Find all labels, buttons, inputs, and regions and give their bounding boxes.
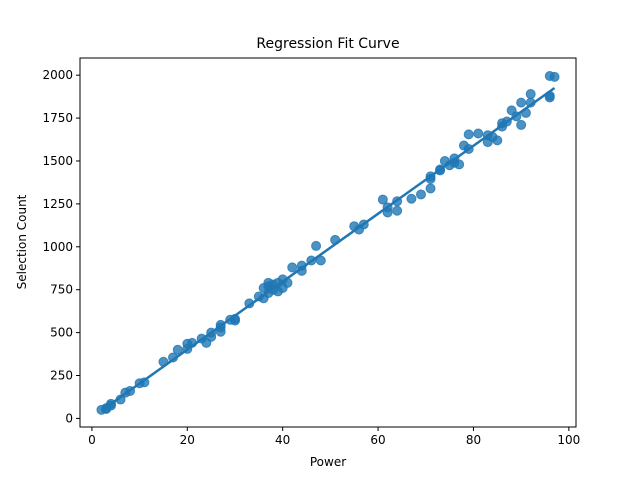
y-tick-label: 0 — [65, 411, 73, 425]
x-tick-label: 20 — [180, 433, 195, 447]
data-point — [463, 129, 474, 140]
x-tick-label: 80 — [466, 433, 481, 447]
data-point — [172, 344, 183, 355]
data-point — [377, 194, 388, 205]
chart-title: Regression Fit Curve — [256, 36, 399, 52]
data-point — [311, 240, 322, 251]
fit-line-layer — [100, 87, 556, 412]
x-tick-label: 100 — [557, 433, 580, 447]
scatter-points — [96, 71, 560, 415]
data-point — [544, 92, 555, 103]
data-point — [492, 135, 503, 146]
x-tick-label: 40 — [275, 433, 290, 447]
data-point — [315, 255, 326, 266]
data-point — [425, 183, 436, 194]
data-point — [406, 193, 417, 204]
regression-fit-line — [100, 87, 556, 412]
data-point — [525, 89, 536, 100]
data-point — [287, 262, 298, 273]
x-tick-label: 60 — [370, 433, 385, 447]
x-tick-label: 0 — [88, 433, 96, 447]
y-tick-label: 1250 — [42, 197, 73, 211]
data-point — [516, 119, 527, 130]
plot-frame — [79, 57, 577, 428]
data-point — [549, 71, 560, 82]
y-tick-label: 2000 — [42, 68, 73, 82]
data-point — [392, 205, 403, 216]
data-point — [516, 97, 527, 108]
x-axis-label: Power — [310, 455, 346, 469]
y-axis-ticks: 0 250 500 750 1000 1250 1500 1750 2000 — [42, 68, 80, 425]
y-tick-label: 1000 — [42, 240, 73, 254]
data-point — [454, 159, 465, 170]
data-point — [416, 189, 426, 200]
y-tick-label: 250 — [50, 369, 73, 383]
y-tick-label: 750 — [50, 283, 73, 297]
data-point — [473, 128, 484, 139]
y-axis-label: Selection Count — [15, 194, 29, 289]
y-tick-label: 1500 — [42, 154, 73, 168]
y-tick-label: 500 — [50, 326, 73, 340]
x-axis-ticks: 0 20 40 60 80 100 — [88, 427, 580, 447]
y-tick-label: 1750 — [42, 111, 73, 125]
